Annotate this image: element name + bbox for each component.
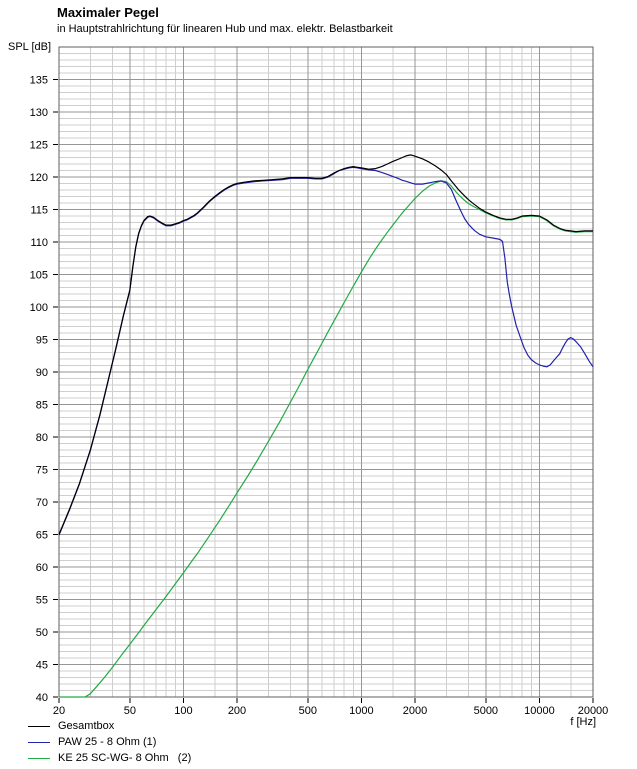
legend-label: KE 25 SC-WG- 8 Ohm (2) <box>58 752 192 764</box>
y-tick-label: 100 <box>30 302 48 314</box>
plot-frame <box>58 46 594 698</box>
y-tick-label: 70 <box>36 497 48 509</box>
legend-item: KE 25 SC-WG- 8 Ohm (2) <box>28 750 191 766</box>
legend-swatch <box>28 725 50 727</box>
y-tick-label: 110 <box>30 237 48 249</box>
y-tick-labels: 40 45 50 55 60 65 70 75 80 85 90 95 100 105 110 115 120 1… <box>30 75 48 705</box>
legend-swatch <box>28 741 50 743</box>
y-tick-label: 65 <box>36 530 48 542</box>
y-tick-label: 135 <box>30 75 48 87</box>
grid-minor <box>59 47 593 697</box>
legend-label: Gesamtbox <box>58 720 115 732</box>
x-tick-label: 50 <box>124 705 136 717</box>
chart-subtitle: in Hauptstrahlrichtung für linearen Hub … <box>57 23 393 35</box>
y-tick-label: 50 <box>36 627 48 639</box>
y-tick-label: 95 <box>36 335 48 347</box>
legend-item: PAW 25 - 8 Ohm (1) <box>28 734 191 750</box>
x-tick-label: 100 <box>174 705 192 717</box>
y-tick-label: 55 <box>36 595 48 607</box>
chart-title: Maximaler Pegel <box>57 5 159 20</box>
y-tick-label: 130 <box>30 107 48 119</box>
x-tick-label: 20000 <box>578 705 609 717</box>
x-tick-label: 2000 <box>403 705 427 717</box>
x-tick-label: 5000 <box>474 705 498 717</box>
y-tick-label: 90 <box>36 367 48 379</box>
x-tick-label: 20 <box>53 705 65 717</box>
y-tick-label: 125 <box>30 140 48 152</box>
x-tick-label: 200 <box>228 705 246 717</box>
y-tick-label: 80 <box>36 432 48 444</box>
legend: Gesamtbox PAW 25 - 8 Ohm (1) KE 25 SC-WG- … <box>28 718 191 766</box>
y-tick-label: 75 <box>36 465 48 477</box>
y-tick-label: 105 <box>30 270 48 282</box>
grid-major <box>59 47 593 697</box>
y-axis-label: SPL [dB] <box>8 41 52 53</box>
legend-label: PAW 25 - 8 Ohm (1) <box>58 736 157 748</box>
axis-ticks <box>53 79 594 703</box>
x-axis-label: f [Hz] <box>570 716 596 728</box>
y-tick-label: 40 <box>36 692 48 704</box>
x-tick-label: 10000 <box>524 705 555 717</box>
x-tick-labels: 20 50 100 200 500 1000 2000 5000 10000 20000 <box>53 705 608 717</box>
series-line-ke-25-sc-wg-8-ohm-2 <box>59 180 593 698</box>
y-tick-label: 60 <box>36 562 48 574</box>
x-tick-label: 1000 <box>349 705 373 717</box>
legend-swatch <box>28 757 50 759</box>
legend-item: Gesamtbox <box>28 718 191 734</box>
y-tick-label: 115 <box>30 205 48 217</box>
x-tick-label: 500 <box>299 705 317 717</box>
y-tick-label: 85 <box>36 400 48 412</box>
y-tick-label: 120 <box>30 172 48 184</box>
y-tick-label: 45 <box>36 660 48 672</box>
series-line-gesamtbox <box>58 154 593 535</box>
